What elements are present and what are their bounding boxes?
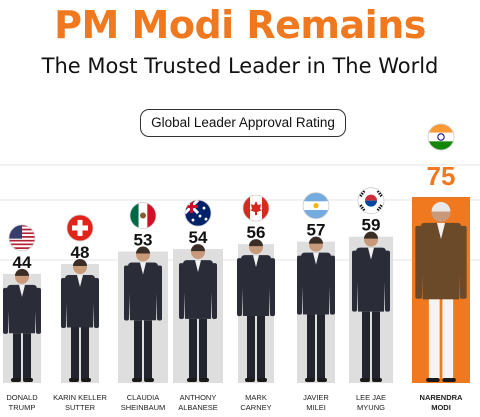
leader-name-line1: DONALD xyxy=(6,393,38,402)
value-label: 59 xyxy=(362,216,381,235)
usa-flag-icon xyxy=(8,224,36,252)
leader-name-line2: CARNEY xyxy=(240,403,271,412)
value-label: 53 xyxy=(134,231,153,250)
page-title: PM Modi Remains xyxy=(54,3,426,47)
mexico-flag-icon xyxy=(129,202,157,229)
leader-name-line2: TRUMP xyxy=(9,403,36,412)
value-label: 54 xyxy=(189,228,208,247)
leader-name-line2: MODI xyxy=(431,403,451,412)
leader-name-line1: NARENDRA xyxy=(420,393,464,402)
leader-name-line1: ANTHONY xyxy=(180,393,217,402)
leader-name-line2: SHEINBAUM xyxy=(121,403,166,412)
canada-flag-icon xyxy=(242,194,270,222)
value-label: 57 xyxy=(307,221,326,240)
chart-title: Global Leader Approval Rating xyxy=(140,109,346,137)
value-label: 56 xyxy=(247,223,266,242)
argentina-flag-icon xyxy=(302,192,330,220)
value-label: 75 xyxy=(427,161,456,191)
switzerland-flag-icon xyxy=(66,214,94,242)
leader-name-line2: MYUNG xyxy=(357,403,385,412)
leader-name-line1: MARK xyxy=(245,393,267,402)
south-korea-flag-icon xyxy=(357,187,385,215)
leader-name-line1: KARIN KELLER xyxy=(53,393,107,402)
australia-flag-icon xyxy=(184,199,212,227)
leader-name-line2: SUTTER xyxy=(65,403,96,412)
leader-name-line2: MILEI xyxy=(306,403,326,412)
leader-name-line1: CLAUDIA xyxy=(127,393,160,402)
value-label: 44 xyxy=(13,253,32,272)
leader-name-line1: JAVIER xyxy=(303,393,329,402)
page-subtitle: The Most Trusted Leader in The World xyxy=(41,54,439,78)
leader-name-line1: LEE JAE xyxy=(356,393,386,402)
india-flag-icon xyxy=(427,123,455,151)
leader-name-line2: ALBANESE xyxy=(178,403,218,412)
value-label: 48 xyxy=(71,243,90,262)
